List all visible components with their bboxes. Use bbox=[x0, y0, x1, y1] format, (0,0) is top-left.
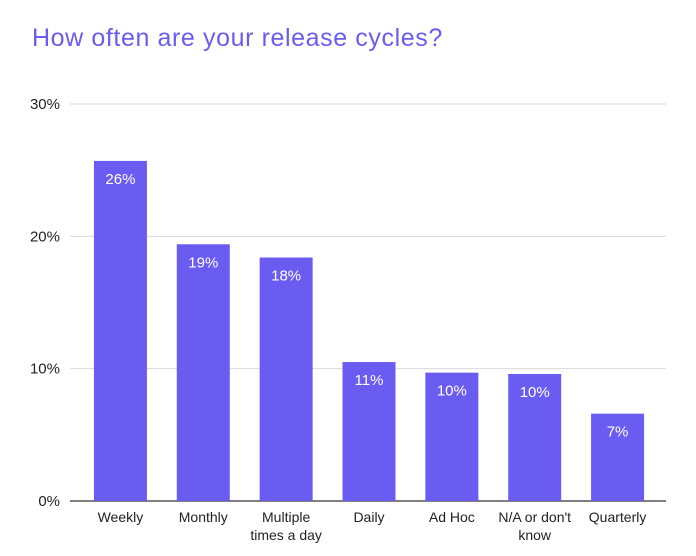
chart-title: How often are your release cycles? bbox=[32, 24, 443, 52]
bar bbox=[425, 372, 479, 501]
category-label: Weekly bbox=[98, 509, 144, 525]
y-tick-label: 20% bbox=[30, 228, 60, 245]
y-tick-label: 0% bbox=[38, 493, 60, 510]
category-label: Ad Hoc bbox=[429, 509, 475, 525]
bar bbox=[342, 362, 396, 501]
category-label: Daily bbox=[353, 509, 384, 525]
category-label: Monthly bbox=[179, 509, 228, 525]
y-tick-label: 30% bbox=[30, 96, 60, 113]
bars bbox=[93, 160, 645, 502]
data-label: 18% bbox=[271, 268, 301, 285]
data-label: 26% bbox=[105, 171, 135, 188]
labels: 0% 10% 20% 30% 26% Weekly 19% Monthly 18% Multipl… bbox=[30, 96, 646, 543]
data-label: 11% bbox=[355, 372, 384, 389]
bar bbox=[176, 244, 230, 502]
bar bbox=[591, 413, 645, 501]
data-label: 7% bbox=[607, 424, 629, 441]
data-label: 19% bbox=[188, 254, 218, 271]
category-label: Quarterly bbox=[589, 509, 647, 525]
y-tick-label: 10% bbox=[30, 361, 60, 378]
bar bbox=[93, 160, 147, 502]
data-label: 10% bbox=[437, 383, 467, 400]
category-label: Multiple times a day bbox=[250, 509, 322, 543]
category-label: N/A or don't know bbox=[498, 509, 571, 543]
data-label: 10% bbox=[520, 384, 550, 401]
bar bbox=[259, 257, 313, 501]
bar bbox=[508, 373, 562, 501]
